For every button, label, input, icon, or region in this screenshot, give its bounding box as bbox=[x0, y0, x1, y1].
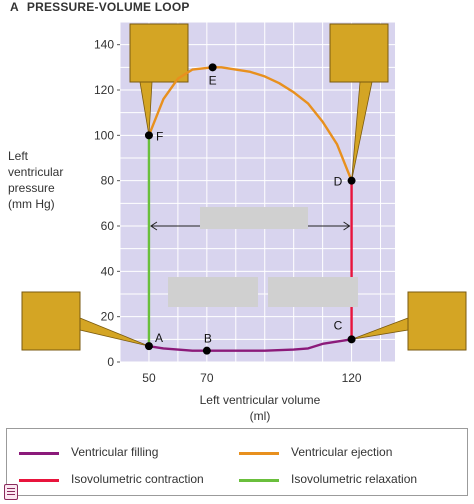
data-points: A B C D E F bbox=[144, 63, 356, 355]
legend-label-ejection: Ventricular ejection bbox=[291, 445, 393, 459]
point-label-f: F bbox=[156, 129, 163, 143]
x-axis-label-line: (ml) bbox=[249, 409, 271, 423]
hidden-label-stroke-volume bbox=[200, 207, 308, 229]
y-axis-label-line: Left bbox=[8, 149, 29, 163]
arrow-head-left bbox=[150, 221, 158, 231]
arrow-head-right bbox=[343, 221, 351, 231]
y-axis-label-line: pressure bbox=[8, 181, 55, 195]
legend-label-filling: Ventricular filling bbox=[71, 445, 159, 459]
legend-label-contraction: Isovolumetric contraction bbox=[71, 472, 204, 486]
point-label-a: A bbox=[155, 331, 163, 345]
y-tick-label: 60 bbox=[101, 219, 115, 233]
y-axis-label-line: (mm Hg) bbox=[8, 197, 55, 211]
hidden-labels bbox=[168, 207, 358, 307]
series-lines bbox=[147, 66, 353, 352]
point-label-d: D bbox=[334, 175, 343, 189]
tick-labels: 0 20 40 60 80 100 120 140 50 70 120 bbox=[94, 38, 362, 385]
panel-title: A PRESSURE-VOLUME LOOP bbox=[10, 0, 190, 14]
point-label-e: E bbox=[209, 73, 217, 87]
panel-letter: A bbox=[10, 0, 19, 14]
series-line-0 bbox=[147, 338, 353, 352]
y-tick-label: 80 bbox=[101, 174, 115, 188]
y-tick-label: 20 bbox=[101, 310, 115, 324]
chart-title: PRESSURE-VOLUME LOOP bbox=[26, 0, 190, 14]
hidden-label-1 bbox=[168, 277, 258, 307]
x-axis-label-line: Left ventricular volume bbox=[199, 393, 321, 407]
callout-a-box bbox=[21, 291, 81, 351]
notes-icon[interactable] bbox=[4, 484, 18, 500]
y-tick-label: 0 bbox=[107, 355, 114, 369]
legend: Ventricular filling Ventricular ejection… bbox=[6, 428, 468, 496]
series-line-2 bbox=[147, 66, 353, 182]
x-tick-label: 70 bbox=[200, 371, 214, 385]
legend-swatch-filling bbox=[19, 452, 59, 455]
point-label-b: B bbox=[204, 332, 212, 346]
y-axis-label: Left ventricular pressure (mm Hg) bbox=[8, 148, 63, 212]
x-tick-label: 50 bbox=[142, 371, 156, 385]
callout-d-box bbox=[329, 23, 389, 83]
callout-c-box bbox=[407, 291, 467, 351]
point-a bbox=[144, 342, 153, 351]
y-tick-label: 120 bbox=[94, 83, 114, 97]
x-tick-label: 120 bbox=[342, 371, 362, 385]
legend-swatch-contraction bbox=[19, 479, 59, 482]
y-tick-label: 140 bbox=[94, 38, 114, 52]
point-label-c: C bbox=[334, 318, 343, 332]
point-e bbox=[208, 63, 217, 72]
y-tick-label: 40 bbox=[101, 264, 115, 278]
point-c bbox=[347, 335, 356, 344]
x-axis-label: Left ventricular volume (ml) bbox=[180, 392, 340, 424]
callout-f-box bbox=[129, 23, 189, 83]
legend-swatch-relaxation bbox=[239, 479, 279, 482]
callouts bbox=[21, 23, 467, 351]
point-f bbox=[144, 131, 153, 140]
legend-label-relaxation: Isovolumetric relaxation bbox=[291, 472, 418, 486]
point-d bbox=[347, 176, 356, 185]
y-tick-label: 100 bbox=[94, 128, 114, 142]
y-axis-label-line: ventricular bbox=[8, 165, 64, 179]
legend-swatch-ejection bbox=[239, 452, 279, 455]
point-b bbox=[202, 346, 211, 355]
hidden-label-2 bbox=[268, 277, 358, 307]
